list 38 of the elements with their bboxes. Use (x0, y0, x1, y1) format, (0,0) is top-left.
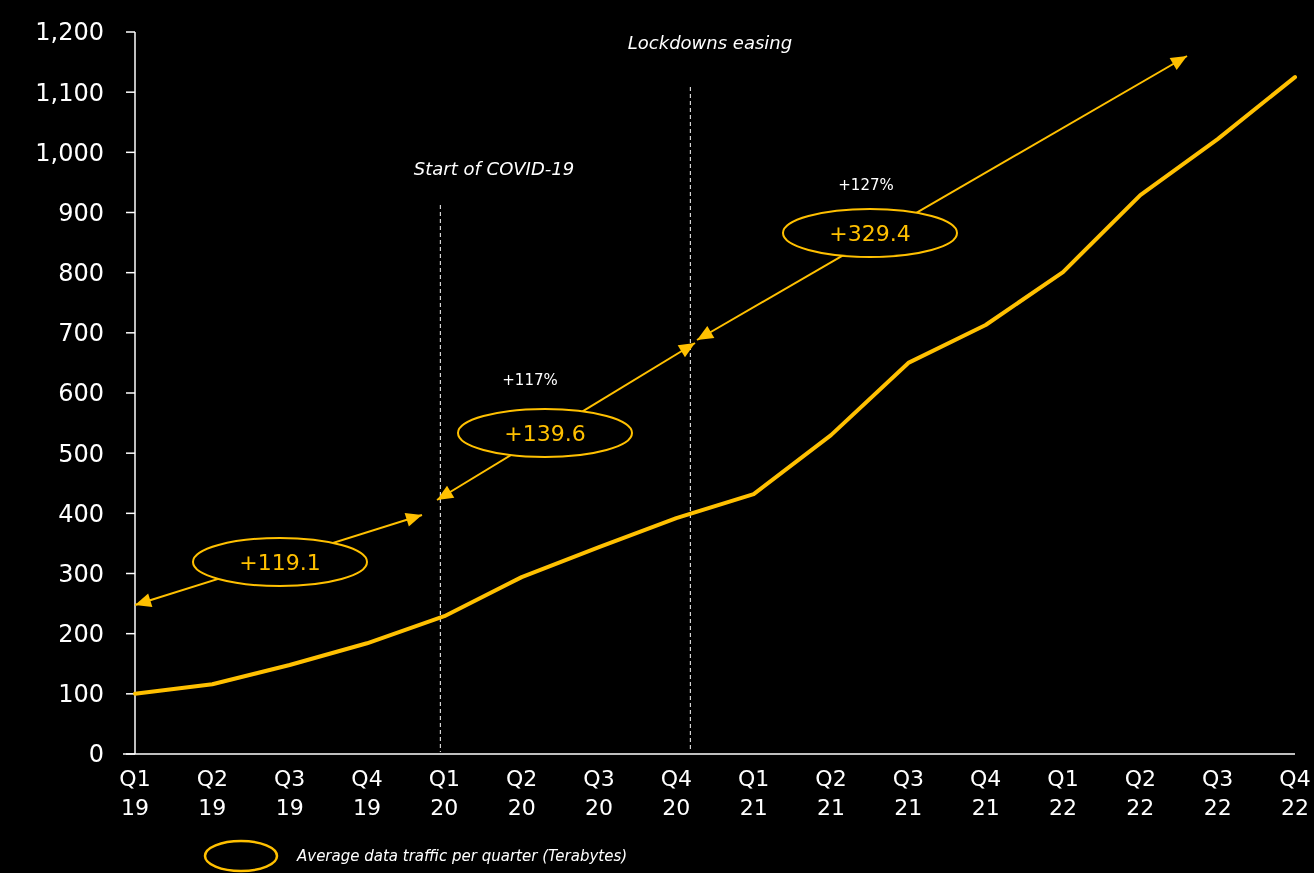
x-tick-label: Q2 21 (815, 766, 847, 820)
x-tick-label: Q3 21 (892, 766, 924, 820)
y-tick-label: 300 (58, 559, 104, 588)
x-tick-label: Q4 22 (1279, 766, 1311, 820)
line-series (133, 75, 1297, 696)
annotation: +127% (838, 176, 894, 195)
y-tick-label: 400 (58, 499, 104, 528)
legend-label: Average data traffic per quarter (Terabytes) (296, 847, 628, 866)
y-tick-label: 1,200 (35, 18, 104, 47)
x-tick-label: Q2 22 (1124, 766, 1156, 820)
ref-line-label: Lockdowns easing (627, 32, 793, 53)
y-tick-label: 600 (58, 379, 104, 408)
x-tick-label: Q4 20 (660, 766, 692, 820)
x-tick-label: Q1 19 (119, 766, 151, 820)
x-tick-label: Q3 22 (1202, 766, 1234, 820)
x-tick-label: Q1 22 (1047, 766, 1079, 820)
y-tick-label: 1,000 (35, 138, 104, 167)
y-tick-label: 1,100 (35, 78, 104, 107)
annotation: +329.4 (829, 220, 911, 246)
annotation: +117% (502, 371, 558, 390)
ref-line-label: Start of COVID-19 (413, 158, 575, 179)
annotation: +139.6 (504, 420, 586, 446)
y-tick-label: 500 (58, 439, 104, 468)
x-tick-label: Q3 19 (274, 766, 306, 820)
y-tick-label: 0 (88, 740, 104, 769)
x-tick-label: Q1 20 (428, 766, 460, 820)
x-tick-label: Q4 21 (970, 766, 1002, 820)
x-tick-label: Q2 20 (506, 766, 538, 820)
x-tick-label: Q1 21 (738, 766, 770, 820)
x-tick-label: Q2 19 (196, 766, 228, 820)
y-tick-label: 200 (58, 620, 104, 649)
annotation: +119.1 (239, 549, 321, 575)
y-tick-label: 800 (58, 259, 104, 288)
y-tick-label: 700 (58, 319, 104, 348)
x-tick-label: Q4 19 (351, 766, 383, 820)
y-tick-label: 900 (58, 198, 104, 227)
y-tick-label: 100 (58, 680, 104, 709)
x-tick-label: Q3 20 (583, 766, 615, 820)
